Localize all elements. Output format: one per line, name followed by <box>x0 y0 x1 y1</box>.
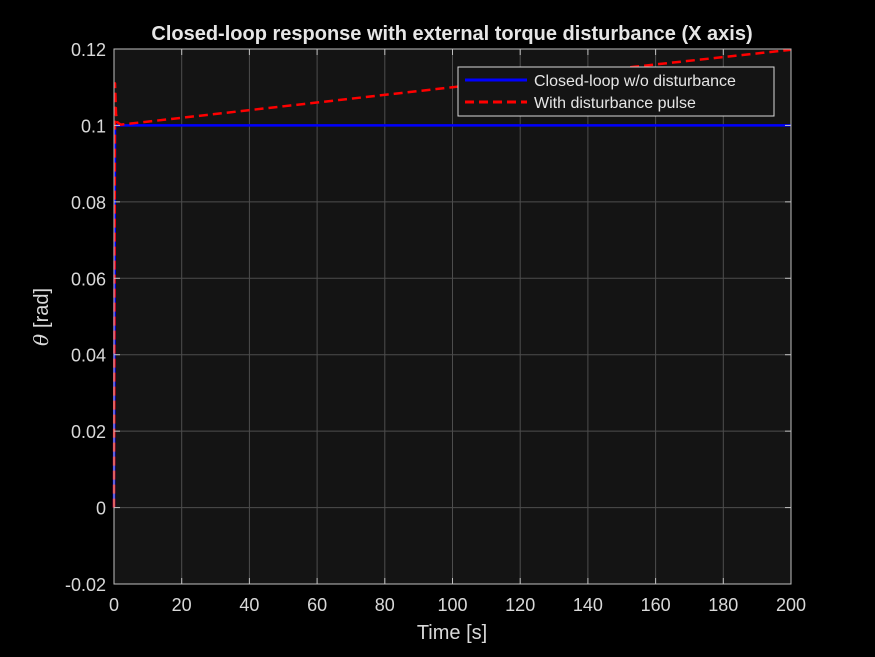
y-axis-unit: [rad] <box>31 288 53 328</box>
y-tick-label: 0.12 <box>71 40 106 60</box>
y-tick-label: -0.02 <box>65 575 106 595</box>
y-axis-symbol: θ <box>29 334 53 346</box>
y-tick-label: 0.04 <box>71 346 106 366</box>
y-tick-label: 0.06 <box>71 269 106 289</box>
x-tick-label: 80 <box>375 595 395 615</box>
legend-box <box>457 66 775 117</box>
x-axis-label: Time [s] <box>417 622 487 644</box>
ticks <box>113 48 792 585</box>
y-tick-label: 0.02 <box>71 422 106 442</box>
chart-title: Closed-loop response with external torqu… <box>151 23 752 45</box>
legend-label-closed-loop: Closed-loop w/o disturbance <box>534 73 736 90</box>
x-tick-label: 60 <box>307 595 327 615</box>
x-tick-label: 200 <box>776 595 806 615</box>
legend-label-disturbance: With disturbance pulse <box>534 95 696 112</box>
x-tick-label: 120 <box>505 595 535 615</box>
x-tick-label: 180 <box>708 595 738 615</box>
x-tick-label: 100 <box>437 595 467 615</box>
x-tick-label: 20 <box>172 595 192 615</box>
x-tick-labels: 0 20 40 60 80 100 120 140 160 180 200 <box>109 595 806 615</box>
y-axis-label: θ [rad] <box>29 288 53 346</box>
x-tick-label: 140 <box>573 595 603 615</box>
legend: Closed-loop w/o disturbance With disturb… <box>457 66 775 117</box>
y-tick-labels: -0.02 0 0.02 0.04 0.06 0.08 0.1 0.12 <box>65 40 106 595</box>
x-tick-label: 40 <box>239 595 259 615</box>
x-tick-label: 160 <box>641 595 671 615</box>
x-tick-label: 0 <box>109 595 119 615</box>
y-tick-label: 0.08 <box>71 193 106 213</box>
y-tick-label: 0 <box>96 499 106 519</box>
y-tick-label: 0.1 <box>81 116 106 136</box>
